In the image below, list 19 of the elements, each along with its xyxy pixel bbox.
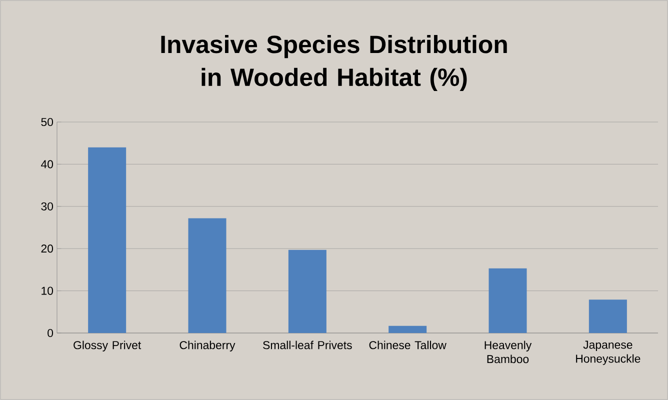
x-tick-label: Heavenly Bamboo (484, 340, 532, 364)
y-tick-label: 10 (42, 286, 54, 295)
bar (588, 300, 627, 333)
y-tick-label: 30 (41, 202, 54, 210)
chart-title: Invasive Species Distribution in Wooded Habitat (%) (161, 34, 507, 92)
x-tick-label: Small-leaf Privets (263, 340, 352, 350)
y-tick-label: 50 (41, 118, 54, 126)
x-tick-label: Glossy Privet (74, 340, 142, 352)
x-tick-label: Japanese Honeysuckle (576, 340, 640, 365)
y-tick-label: 20 (41, 244, 54, 253)
bar (188, 218, 226, 333)
y-tick-label: 40 (41, 160, 54, 168)
x-tick-label: Chinaberry (180, 340, 236, 352)
bar (88, 147, 126, 333)
y-tick-label: 0 (48, 328, 54, 338)
bar (288, 250, 326, 333)
bar (488, 268, 527, 333)
bar (388, 326, 427, 333)
x-tick-label: Chinese Tallow (369, 340, 446, 350)
